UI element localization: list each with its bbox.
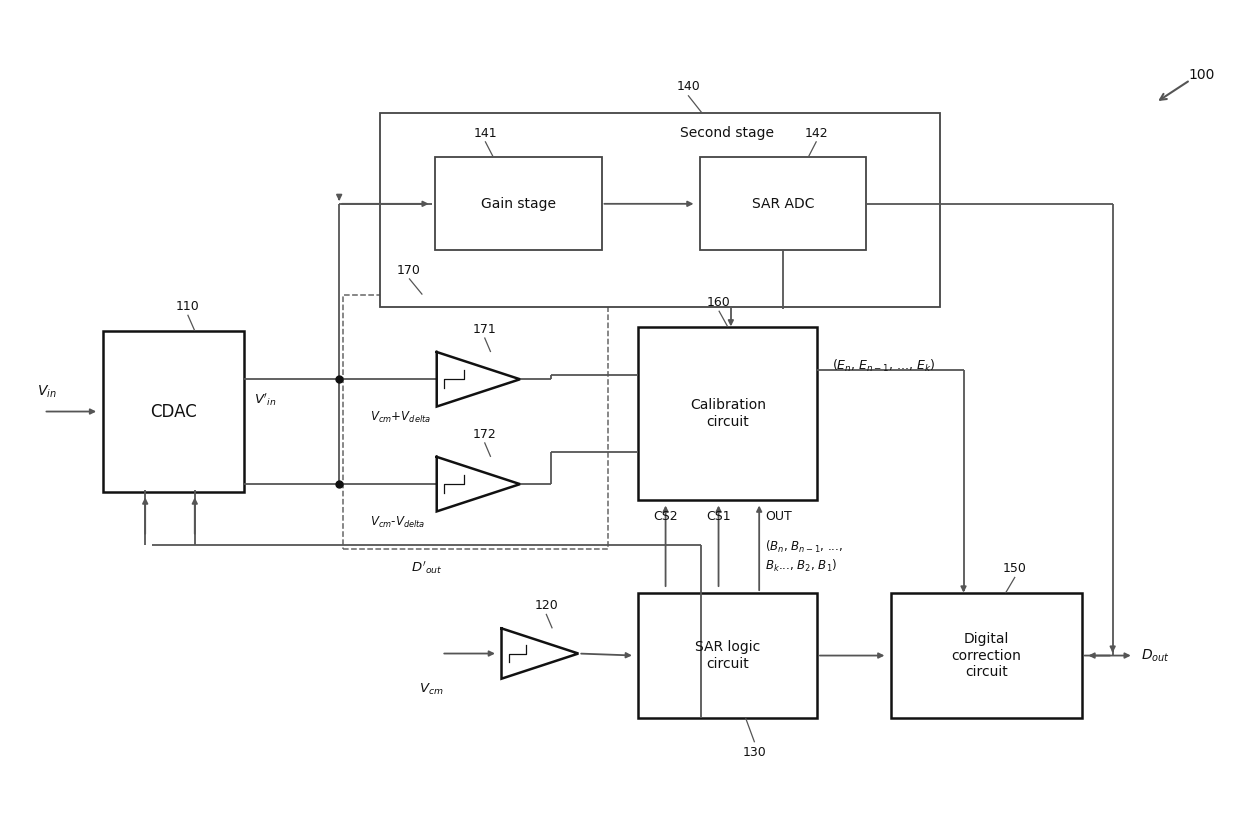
Text: $V_{cm}$-$V_{delta}$: $V_{cm}$-$V_{delta}$ — [370, 515, 425, 530]
Text: $D_{out}$: $D_{out}$ — [1141, 647, 1169, 663]
Text: $V_{cm}$+$V_{delta}$: $V_{cm}$+$V_{delta}$ — [370, 410, 432, 425]
Text: ($B_n$, $B_{n-1}$, ...,
$B_k$..., $B_2$, $B_1$): ($B_n$, $B_{n-1}$, ..., $B_k$..., $B_2$,… — [765, 539, 843, 574]
Text: 130: 130 — [743, 747, 766, 760]
Text: 150: 150 — [1003, 562, 1027, 575]
Text: 100: 100 — [1188, 68, 1214, 82]
FancyBboxPatch shape — [639, 593, 817, 718]
Text: $V_{cm}$: $V_{cm}$ — [419, 682, 444, 697]
Text: Second stage: Second stage — [681, 126, 774, 140]
Text: OUT: OUT — [765, 510, 792, 523]
Text: 171: 171 — [472, 323, 496, 336]
Text: 142: 142 — [805, 126, 828, 139]
Text: SAR ADC: SAR ADC — [751, 196, 815, 211]
Text: Calibration
circuit: Calibration circuit — [689, 399, 766, 429]
Text: 170: 170 — [397, 264, 422, 277]
FancyBboxPatch shape — [343, 294, 608, 548]
Text: 140: 140 — [676, 80, 699, 93]
Text: 141: 141 — [474, 126, 497, 139]
Text: CS1: CS1 — [707, 510, 730, 523]
Text: SAR logic
circuit: SAR logic circuit — [696, 641, 760, 671]
Text: CDAC: CDAC — [150, 403, 197, 421]
Text: CS2: CS2 — [653, 510, 678, 523]
Text: $V_{in}$: $V_{in}$ — [37, 383, 57, 399]
Text: Digital
correction
circuit: Digital correction circuit — [951, 632, 1022, 679]
FancyBboxPatch shape — [892, 593, 1081, 718]
Text: 160: 160 — [707, 296, 730, 309]
FancyBboxPatch shape — [379, 113, 940, 306]
Text: 172: 172 — [472, 428, 496, 441]
FancyBboxPatch shape — [103, 331, 244, 492]
Text: 120: 120 — [534, 599, 558, 612]
Text: Gain stage: Gain stage — [481, 196, 556, 211]
Text: $V'_{in}$: $V'_{in}$ — [254, 391, 277, 408]
Text: 110: 110 — [176, 300, 200, 313]
FancyBboxPatch shape — [435, 157, 601, 250]
Text: $D'_{out}$: $D'_{out}$ — [410, 559, 443, 575]
Text: ($E_n$, $E_{n-1}$, ..., $E_k$): ($E_n$, $E_{n-1}$, ..., $E_k$) — [832, 358, 935, 374]
FancyBboxPatch shape — [639, 327, 817, 500]
FancyBboxPatch shape — [701, 157, 867, 250]
